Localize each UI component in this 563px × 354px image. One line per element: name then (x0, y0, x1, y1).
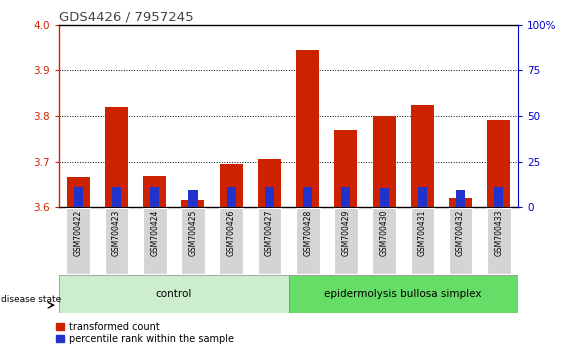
Bar (372, 208, 396, 274)
Text: GSM700433: GSM700433 (494, 210, 503, 256)
Bar (220, 208, 243, 274)
Text: GSM700427: GSM700427 (265, 210, 274, 256)
Bar (143, 176, 166, 207)
Text: GSM700425: GSM700425 (189, 210, 198, 256)
Text: GSM700428: GSM700428 (303, 210, 312, 256)
Bar (379, 188, 388, 207)
Text: GDS4426 / 7957245: GDS4426 / 7957245 (59, 11, 194, 24)
Text: GSM700429: GSM700429 (341, 210, 350, 256)
Bar (265, 187, 274, 207)
Text: GSM700424: GSM700424 (150, 210, 159, 256)
Text: GSM700431: GSM700431 (418, 210, 427, 256)
Bar (257, 208, 282, 274)
Bar (410, 208, 434, 274)
Text: GSM700432: GSM700432 (456, 210, 465, 256)
Bar (418, 187, 427, 207)
Bar (487, 208, 511, 274)
Text: GSM700422: GSM700422 (74, 210, 83, 256)
Bar (456, 190, 465, 207)
Bar (296, 208, 320, 274)
Bar (74, 187, 83, 207)
Text: GSM700426: GSM700426 (227, 210, 236, 256)
Bar (494, 187, 503, 207)
Text: GSM700430: GSM700430 (379, 210, 388, 256)
Bar (112, 187, 121, 207)
Bar (288, 275, 518, 313)
Bar (334, 208, 358, 274)
Bar (220, 164, 243, 207)
Bar (303, 187, 312, 207)
Bar (105, 107, 128, 207)
Bar (226, 187, 236, 207)
Bar (258, 159, 281, 207)
Bar (373, 116, 396, 207)
Bar (334, 130, 358, 207)
Bar (143, 208, 167, 274)
Bar (189, 190, 198, 207)
Text: control: control (155, 289, 192, 299)
Bar (181, 200, 204, 207)
Bar (488, 120, 510, 207)
Bar (411, 104, 434, 207)
Bar (449, 198, 472, 207)
Bar (105, 208, 128, 274)
Text: GSM700423: GSM700423 (112, 210, 121, 256)
Bar (296, 50, 319, 207)
Bar (67, 177, 90, 207)
Legend: transformed count, percentile rank within the sample: transformed count, percentile rank withi… (56, 322, 234, 344)
Bar (449, 208, 472, 274)
Text: disease state: disease state (1, 295, 61, 304)
Bar (181, 208, 205, 274)
Bar (150, 187, 159, 207)
Bar (66, 208, 90, 274)
Bar (59, 275, 288, 313)
Bar (341, 187, 351, 207)
Text: epidermolysis bullosa simplex: epidermolysis bullosa simplex (324, 289, 482, 299)
